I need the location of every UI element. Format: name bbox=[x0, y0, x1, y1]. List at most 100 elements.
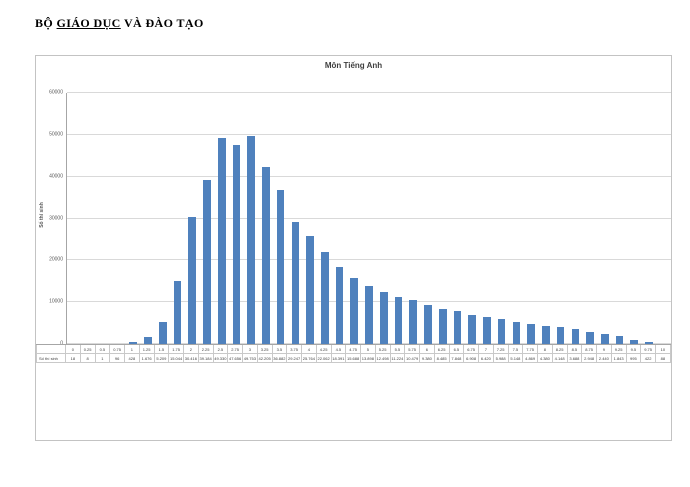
bar-slot bbox=[200, 93, 215, 344]
score-cell: 0.5 bbox=[96, 345, 111, 353]
bar bbox=[158, 322, 167, 344]
count-cell: 4.148 bbox=[553, 354, 568, 362]
bar bbox=[409, 300, 418, 344]
bar-slot bbox=[553, 93, 568, 344]
score-cell: 0.75 bbox=[110, 345, 125, 353]
score-cell: 2.25 bbox=[199, 345, 214, 353]
bar-slot bbox=[524, 93, 539, 344]
count-cell: 10.479 bbox=[406, 354, 420, 362]
bar bbox=[306, 236, 314, 344]
score-cell: 1 bbox=[125, 345, 140, 353]
score-cell: 8.75 bbox=[582, 345, 597, 353]
score-cell: 6.25 bbox=[435, 345, 450, 353]
bar-slot bbox=[96, 93, 111, 344]
score-cell: 5.5 bbox=[391, 345, 406, 353]
chart-title: Môn Tiếng Anh bbox=[324, 61, 383, 70]
count-cell: 5.148 bbox=[509, 354, 524, 362]
score-cell: 4.25 bbox=[317, 345, 332, 353]
bar bbox=[586, 331, 594, 344]
bar-slot bbox=[480, 93, 495, 344]
count-cell: 13.898 bbox=[361, 354, 376, 362]
ministry-header: BỘ GIÁO DỤC VÀ ĐÀO TẠO bbox=[35, 16, 204, 31]
y-tick-label: 10000 bbox=[49, 298, 63, 305]
bar bbox=[615, 336, 624, 344]
count-cells: 18 8 1 96 428 1.676 5.209 15.044 30.416 39.184 49.… bbox=[66, 354, 671, 362]
plot-area: 0 10000 20000 30000 40000 50000 60000 bbox=[49, 90, 671, 346]
bar bbox=[394, 297, 403, 344]
bar bbox=[335, 267, 344, 344]
score-cell: 6 bbox=[420, 345, 435, 353]
count-cell: 42.205 bbox=[258, 354, 273, 362]
count-cell: 88 bbox=[656, 354, 671, 362]
bar-slot bbox=[612, 93, 627, 344]
score-cell: 1.5 bbox=[155, 345, 170, 353]
score-cell: 7.25 bbox=[494, 345, 509, 353]
count-row-label: Số thí sinh bbox=[36, 354, 66, 362]
bar bbox=[542, 325, 550, 344]
bar bbox=[424, 304, 432, 344]
count-cell: 6.908 bbox=[464, 354, 479, 362]
count-cell: 15.044 bbox=[170, 354, 184, 362]
bar-slot bbox=[539, 93, 554, 344]
score-cell: 2 bbox=[184, 345, 199, 353]
count-cell: 4.380 bbox=[538, 354, 553, 362]
count-cell: 428 bbox=[125, 354, 140, 362]
count-cell: 18 bbox=[66, 354, 81, 362]
score-cell: 4.75 bbox=[346, 345, 361, 353]
y-tick-label: 0 bbox=[60, 340, 63, 347]
score-cell: 1.25 bbox=[140, 345, 155, 353]
bar bbox=[379, 291, 388, 344]
score-cell: 3.25 bbox=[258, 345, 273, 353]
bar-slot bbox=[67, 93, 82, 344]
gridline bbox=[67, 133, 671, 135]
score-cell: 0 bbox=[66, 345, 81, 353]
count-cell: 12.498 bbox=[376, 354, 391, 362]
count-cell: 8 bbox=[81, 354, 96, 362]
bar-slot bbox=[568, 93, 583, 344]
bar bbox=[203, 180, 211, 344]
bar bbox=[556, 326, 565, 344]
score-cells: 0 0.25 0.5 0.75 1 1.25 1.5 1.75 2 2.25 2.5 2.75 3 3.2… bbox=[66, 345, 671, 353]
bar bbox=[645, 342, 653, 344]
count-cell: 36.882 bbox=[273, 354, 288, 362]
bar-slot bbox=[141, 93, 156, 344]
bar bbox=[217, 137, 226, 344]
score-row: 0 0.25 0.5 0.75 1 1.25 1.5 1.75 2 2.25 2.5 2.75 3 3.2… bbox=[36, 345, 671, 354]
count-cell: 1.676 bbox=[140, 354, 155, 362]
score-cell: 7.75 bbox=[523, 345, 538, 353]
bar-slot bbox=[317, 93, 332, 344]
bar-slot bbox=[435, 93, 450, 344]
bar bbox=[527, 323, 535, 344]
count-cell: 49.330 bbox=[214, 354, 229, 362]
bar bbox=[276, 189, 285, 344]
bar bbox=[188, 216, 197, 344]
count-cell: 3.688 bbox=[568, 354, 583, 362]
bar-slot bbox=[391, 93, 406, 344]
bar-slot bbox=[82, 93, 97, 344]
score-cell: 9.25 bbox=[612, 345, 627, 353]
y-tick-label: 60000 bbox=[49, 89, 63, 96]
gridline bbox=[67, 92, 671, 93]
chart-frame: Môn Tiếng Anh Số thí sinh 0 10000 20000 300… bbox=[35, 55, 672, 441]
score-cell: 5.75 bbox=[405, 345, 420, 353]
score-cell: 10 bbox=[656, 345, 671, 353]
count-cell: 11.224 bbox=[391, 354, 406, 362]
count-cell: 9.380 bbox=[420, 354, 435, 362]
count-cell: 22.062 bbox=[317, 354, 332, 362]
gridline bbox=[67, 259, 671, 261]
y-axis-title: Số thí sinh bbox=[39, 202, 45, 228]
bar-slot bbox=[273, 93, 288, 344]
count-cell: 1.843 bbox=[612, 354, 627, 362]
count-cell: 995 bbox=[627, 354, 642, 362]
y-tick-label: 40000 bbox=[49, 173, 63, 180]
score-cell: 1.75 bbox=[169, 345, 184, 353]
bar-slot bbox=[627, 93, 642, 344]
gridline bbox=[67, 175, 671, 177]
y-tick-label: 20000 bbox=[49, 256, 63, 263]
count-cell: 47.656 bbox=[229, 354, 243, 362]
score-cell: 6.75 bbox=[464, 345, 479, 353]
bar-slot bbox=[642, 93, 657, 344]
count-row: Số thí sinh 18 8 1 96 428 1.676 5.209 15.044 30.… bbox=[36, 354, 671, 363]
bars-container bbox=[67, 93, 671, 344]
